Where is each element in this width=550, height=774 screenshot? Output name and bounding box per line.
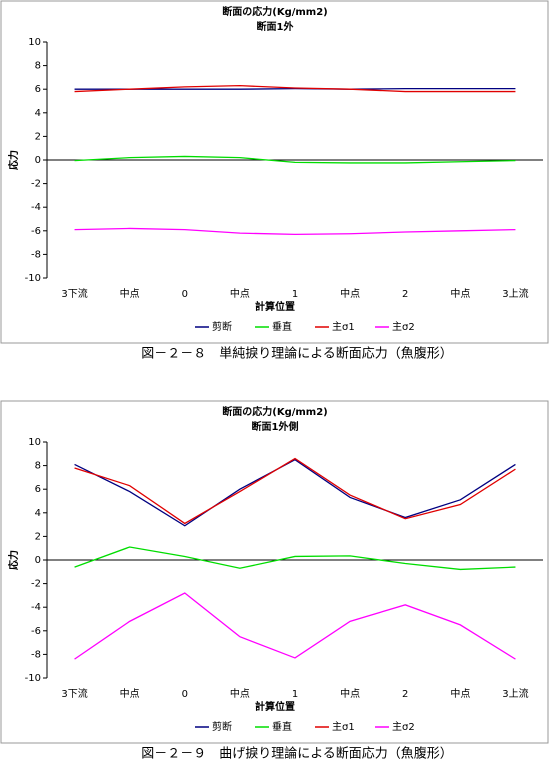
chart-subtitle: 断面1外 <box>257 20 294 33</box>
series-line <box>74 457 516 525</box>
y-tick-label: 4 <box>35 108 41 119</box>
x-tick-label: 中点 <box>230 287 250 300</box>
legend-label: 剪断 <box>212 720 232 733</box>
legend-label: 主σ2 <box>392 721 415 733</box>
chart-subtitle: 断面1外側 <box>252 420 299 433</box>
chart-frame <box>0 400 549 744</box>
y-tick-label: -8 <box>31 249 41 260</box>
y-tick-label: 4 <box>35 508 41 519</box>
legend-label: 主σ1 <box>332 721 355 733</box>
x-tick-label: 中点 <box>120 687 140 700</box>
x-tick-label: 0 <box>182 689 188 700</box>
y-tick-label: -8 <box>31 649 41 660</box>
series-line <box>74 546 516 571</box>
x-tick-label: 中点 <box>120 287 140 300</box>
x-tick-label: 3上流 <box>502 687 528 700</box>
series-line <box>74 155 516 164</box>
x-axis-title: 計算位置 <box>255 700 295 713</box>
y-tick-label: -6 <box>31 226 41 237</box>
x-tick-label: 1 <box>292 289 298 300</box>
y-tick-label: -2 <box>31 579 41 590</box>
x-tick-label: 0 <box>182 289 188 300</box>
x-tick-label: 2 <box>402 689 408 700</box>
series-line <box>74 592 516 660</box>
x-tick-label: 2 <box>402 289 408 300</box>
x-tick-label: 1 <box>292 689 298 700</box>
caption: 図－２－８ 単純捩り理論による断面応力（魚腹形） <box>141 346 453 362</box>
y-tick-label: 6 <box>35 84 41 95</box>
x-tick-label: 3上流 <box>502 287 528 300</box>
legend-label: 垂直 <box>272 720 292 733</box>
y-tick-label: -4 <box>31 202 41 213</box>
x-tick-label: 中点 <box>450 287 470 300</box>
x-tick-label: 3下流 <box>61 287 87 300</box>
y-tick-label: -10 <box>25 273 41 284</box>
series-line <box>74 458 516 527</box>
y-tick-label: 0 <box>35 555 41 566</box>
y-tick-label: 0 <box>35 155 41 166</box>
y-tick-label: 8 <box>35 461 41 472</box>
y-tick-label: -4 <box>31 602 41 613</box>
series-line <box>74 85 516 93</box>
y-tick-label: -6 <box>31 626 41 637</box>
x-tick-label: 中点 <box>230 687 250 700</box>
y-tick-label: 2 <box>35 531 41 542</box>
legend-label: 主σ1 <box>332 321 355 333</box>
chart-title: 断面の応力(Kg/mm2) <box>222 5 328 18</box>
y-tick-label: 2 <box>35 131 41 142</box>
legend-label: 主σ2 <box>392 321 415 333</box>
y-tick-label: 6 <box>35 484 41 495</box>
caption: 図－２－９ 曲げ捩り理論による断面応力（魚腹形） <box>141 746 453 762</box>
x-tick-label: 3下流 <box>61 687 87 700</box>
chart-frame <box>0 0 549 344</box>
x-axis-title: 計算位置 <box>255 300 295 313</box>
y-tick-label: -2 <box>31 179 41 190</box>
y-axis-title: 応力 <box>7 550 20 570</box>
x-tick-label: 中点 <box>340 687 360 700</box>
y-tick-label: 10 <box>28 437 41 448</box>
legend-label: 垂直 <box>272 320 292 333</box>
series-line <box>74 227 516 235</box>
y-axis-title: 応力 <box>7 150 20 170</box>
y-tick-label: 10 <box>28 37 41 48</box>
x-tick-label: 中点 <box>450 687 470 700</box>
y-tick-label: -10 <box>25 673 41 684</box>
chart-title: 断面の応力(Kg/mm2) <box>222 405 328 418</box>
y-tick-label: 8 <box>35 61 41 72</box>
x-tick-label: 中点 <box>340 287 360 300</box>
legend-label: 剪断 <box>212 320 232 333</box>
